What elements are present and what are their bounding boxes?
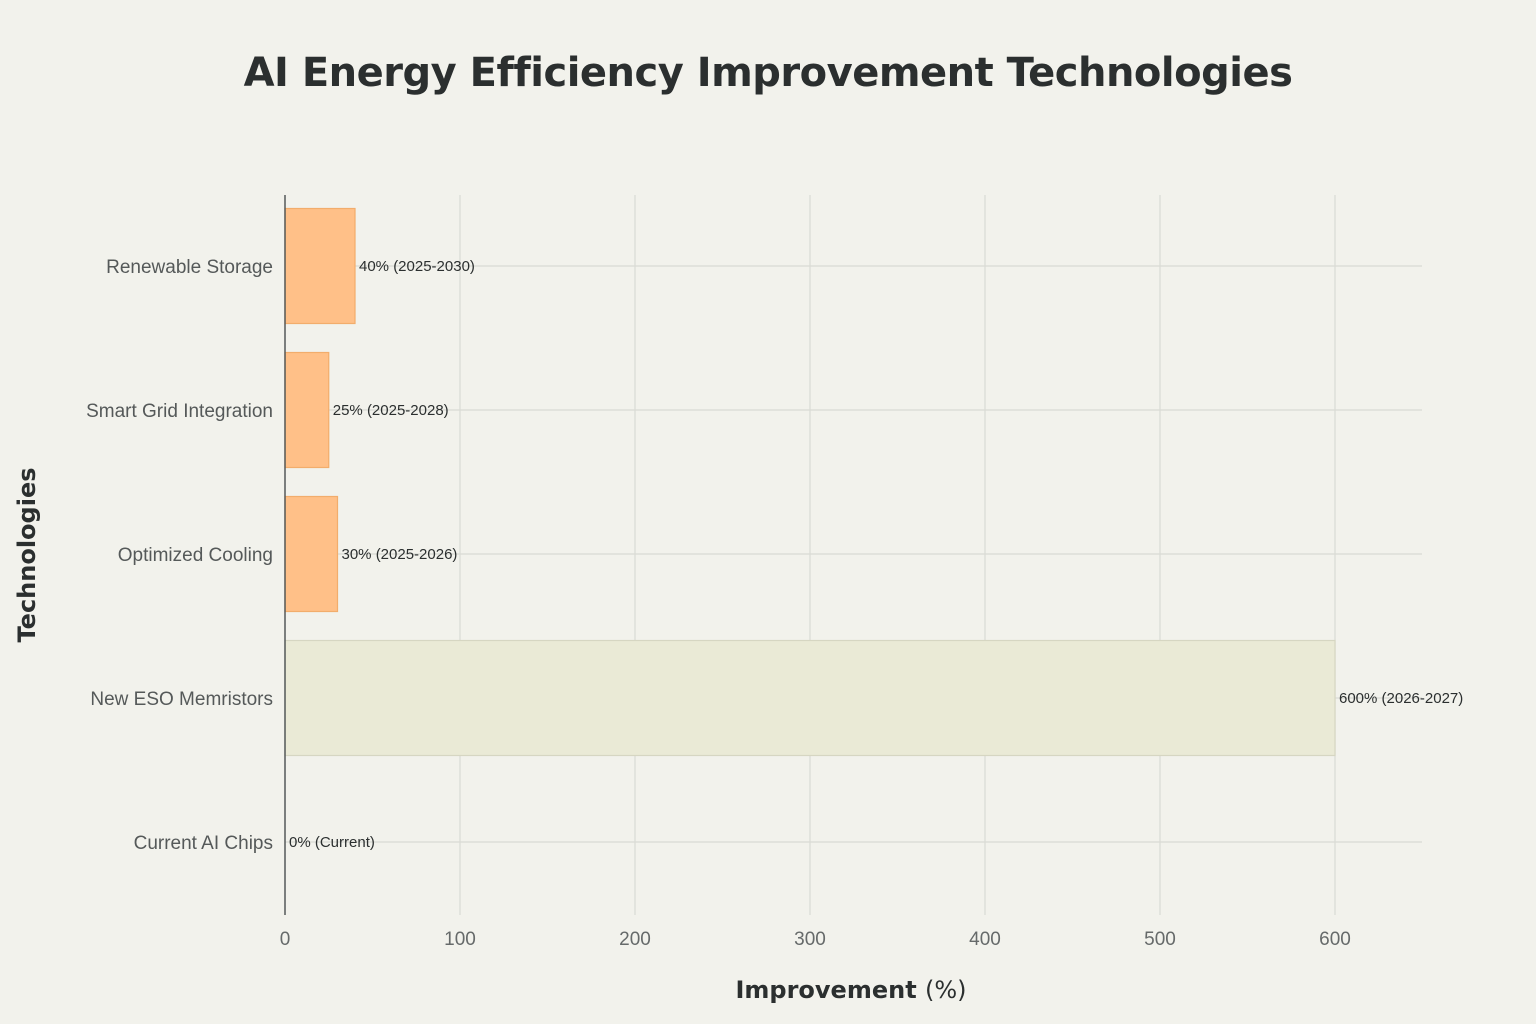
x-tick-label: 600: [1319, 929, 1351, 950]
data-label: 0% (Current): [289, 834, 375, 851]
x-tick-label: 300: [794, 929, 826, 950]
x-axis-title-text: Improvement: [735, 976, 925, 1004]
y-tick-label: Current AI Chips: [134, 833, 273, 854]
bar: [284, 639, 1336, 757]
bar: [284, 351, 330, 469]
y-tick-label: Renewable Storage: [106, 257, 273, 278]
x-tick-label: 200: [619, 929, 651, 950]
data-label: 30% (2025-2026): [342, 546, 458, 563]
x-tick-label: 0: [280, 929, 291, 950]
x-axis-title: Improvement (%): [735, 976, 966, 1004]
bar: [284, 495, 339, 613]
chart-title: AI Energy Efficiency Improvement Technol…: [243, 50, 1293, 96]
bar: [284, 207, 356, 325]
x-axis-title-unit: (%): [925, 976, 967, 1004]
y-tick-label: Smart Grid Integration: [86, 401, 273, 422]
x-tick-label: 400: [969, 929, 1001, 950]
y-tick-label: Optimized Cooling: [118, 545, 273, 566]
y-tick-label: New ESO Memristors: [90, 689, 273, 710]
x-tick-label: 100: [444, 929, 476, 950]
y-axis-title: Technologies: [13, 467, 41, 642]
data-label: 40% (2025-2030): [359, 258, 475, 275]
data-label: 25% (2025-2028): [333, 402, 449, 419]
x-tick-label: 500: [1144, 929, 1176, 950]
data-label: 600% (2026-2027): [1339, 690, 1463, 707]
